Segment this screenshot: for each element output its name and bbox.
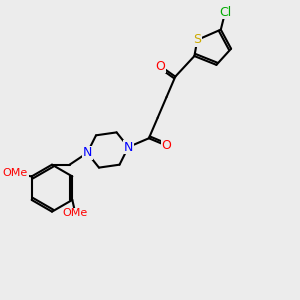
Text: O: O: [162, 139, 171, 152]
Text: O: O: [156, 60, 166, 73]
Text: N: N: [82, 146, 92, 159]
Text: Cl: Cl: [219, 5, 231, 19]
Text: S: S: [193, 33, 201, 46]
Text: OMe: OMe: [3, 169, 28, 178]
Text: N: N: [124, 141, 133, 154]
Text: OMe: OMe: [63, 208, 88, 218]
